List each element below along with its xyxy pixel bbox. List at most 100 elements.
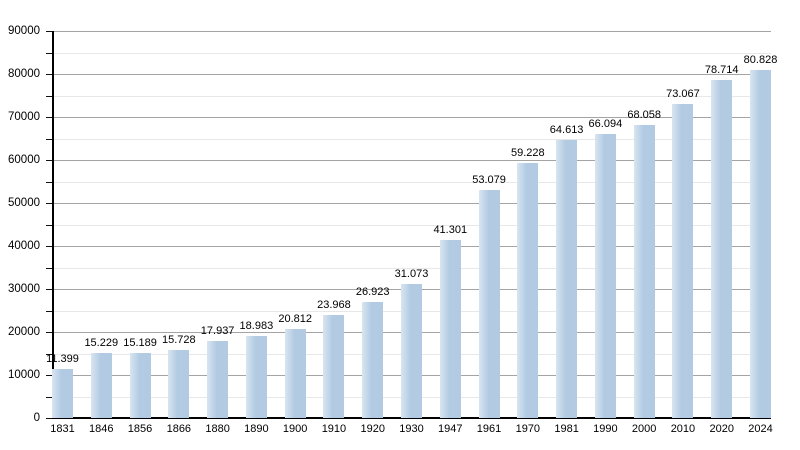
bar-value-label: 64.613 — [549, 124, 584, 137]
bar-value-label: 18.983 — [239, 320, 274, 333]
bar-value-label: 26.923 — [355, 286, 390, 299]
bar-value-label: 66.094 — [588, 117, 623, 130]
bar-value-label: 11.399 — [46, 352, 79, 365]
y-axis-tick-label: 10000 — [8, 369, 40, 381]
y-axis-tick — [46, 95, 52, 97]
x-axis-line — [52, 417, 771, 419]
gridline-minor — [54, 95, 771, 97]
bar-value-label: 15.229 — [84, 336, 119, 349]
y-axis-tick-label: 90000 — [8, 25, 40, 37]
x-axis-tick-label: 1856 — [127, 423, 153, 435]
y-axis-tick — [46, 52, 52, 54]
x-axis-tick-label: 2010 — [670, 423, 696, 435]
x-axis-tick-label: 1900 — [282, 423, 308, 435]
y-axis-tick — [46, 332, 52, 333]
bar-value-label: 20.812 — [278, 312, 312, 325]
bar-1970 — [517, 163, 539, 418]
y-axis-tick-label: 80000 — [8, 68, 40, 80]
plot-area — [52, 31, 771, 418]
bar-1990 — [594, 133, 616, 418]
bar-value-label: 23.968 — [317, 298, 351, 311]
y-axis-tick — [46, 353, 52, 355]
bar-value-label: 80.828 — [743, 54, 778, 67]
bar-value-label: 73.067 — [666, 87, 700, 100]
y-axis-tick — [46, 181, 52, 183]
bar-2024 — [750, 70, 771, 418]
gridline-minor — [54, 52, 771, 54]
x-axis-tick-label: 1981 — [554, 423, 579, 435]
bar-1910 — [323, 314, 345, 418]
bar-value-label: 68.058 — [627, 109, 661, 122]
y-axis-tick — [46, 246, 52, 247]
gridline-minor — [54, 181, 771, 183]
y-axis-tick — [46, 267, 52, 269]
gridline-major — [54, 117, 771, 118]
y-axis-tick-label: 70000 — [8, 111, 40, 123]
y-axis-tick — [46, 74, 52, 75]
x-axis-tick-label: 1831 — [50, 423, 75, 435]
y-axis-tick — [46, 289, 52, 290]
bar-2020 — [711, 79, 733, 418]
x-axis-tick-label: 1961 — [476, 423, 502, 435]
bar-value-label: 53.079 — [472, 173, 506, 186]
bar-value-label: 15.728 — [162, 334, 196, 347]
gridline-major — [54, 160, 771, 161]
x-axis-tick-label: 1890 — [244, 423, 269, 435]
gridline-minor — [54, 224, 771, 226]
y-axis-tick — [46, 203, 52, 204]
bar-1846 — [90, 352, 112, 418]
x-axis-tick-label: 1930 — [399, 423, 424, 435]
bar-1920 — [362, 302, 384, 418]
bar-1930 — [401, 284, 422, 418]
bar-value-label: 31.073 — [394, 268, 429, 281]
y-axis-tick — [46, 117, 52, 118]
y-axis-tick — [46, 138, 52, 140]
y-axis-tick — [46, 224, 52, 226]
x-axis-tick-label: 1947 — [438, 423, 463, 435]
bar-value-label: 59.228 — [511, 147, 545, 160]
y-axis-tick — [46, 418, 52, 419]
x-axis-tick-label: 1920 — [360, 423, 385, 435]
bar-1981 — [556, 140, 578, 418]
bar-1961 — [478, 189, 500, 418]
bar-2010 — [672, 103, 694, 418]
y-axis-tick-label: 50000 — [8, 197, 40, 209]
bar-1831 — [52, 368, 73, 418]
gridline-minor — [54, 138, 771, 140]
bar-1890 — [245, 336, 267, 418]
bar-value-label: 15.189 — [123, 336, 157, 349]
y-axis-tick — [46, 396, 52, 398]
x-axis-tick-label: 1846 — [89, 423, 114, 435]
x-axis-tick-label: 1970 — [515, 423, 541, 435]
y-axis-tick-label: 40000 — [8, 240, 40, 252]
y-axis-tick-label: 0 — [33, 412, 40, 424]
x-axis-tick-label: 1880 — [205, 423, 230, 435]
bar-value-label: 17.937 — [200, 324, 235, 337]
bar-1947 — [439, 240, 461, 418]
bar-1900 — [284, 328, 306, 418]
x-axis-tick-label: 2024 — [748, 423, 773, 435]
bar-1866 — [168, 350, 190, 418]
x-axis-tick-label: 1866 — [166, 423, 192, 435]
bar-1856 — [129, 352, 151, 418]
y-axis-line — [52, 31, 54, 419]
gridline-major — [54, 203, 771, 204]
y-axis-tick — [46, 31, 52, 32]
bar-2000 — [633, 125, 655, 418]
y-axis-tick-label: 30000 — [8, 283, 40, 295]
x-axis-tick-label: 2000 — [631, 423, 657, 435]
gridline-major — [54, 31, 771, 32]
y-axis-tick — [46, 160, 52, 161]
x-axis-tick-label: 2020 — [709, 423, 734, 435]
x-axis-tick-label: 1910 — [321, 423, 347, 435]
bar-1880 — [207, 340, 229, 418]
y-axis-tick — [46, 310, 52, 312]
y-axis-tick-label: 60000 — [8, 154, 40, 166]
gridline-minor — [54, 267, 771, 269]
x-axis-tick-label: 1990 — [593, 423, 618, 435]
gridline-major — [54, 246, 771, 247]
y-axis-tick — [46, 375, 52, 376]
y-axis-tick-label: 20000 — [8, 326, 40, 338]
bar-value-label: 78.714 — [704, 63, 739, 76]
